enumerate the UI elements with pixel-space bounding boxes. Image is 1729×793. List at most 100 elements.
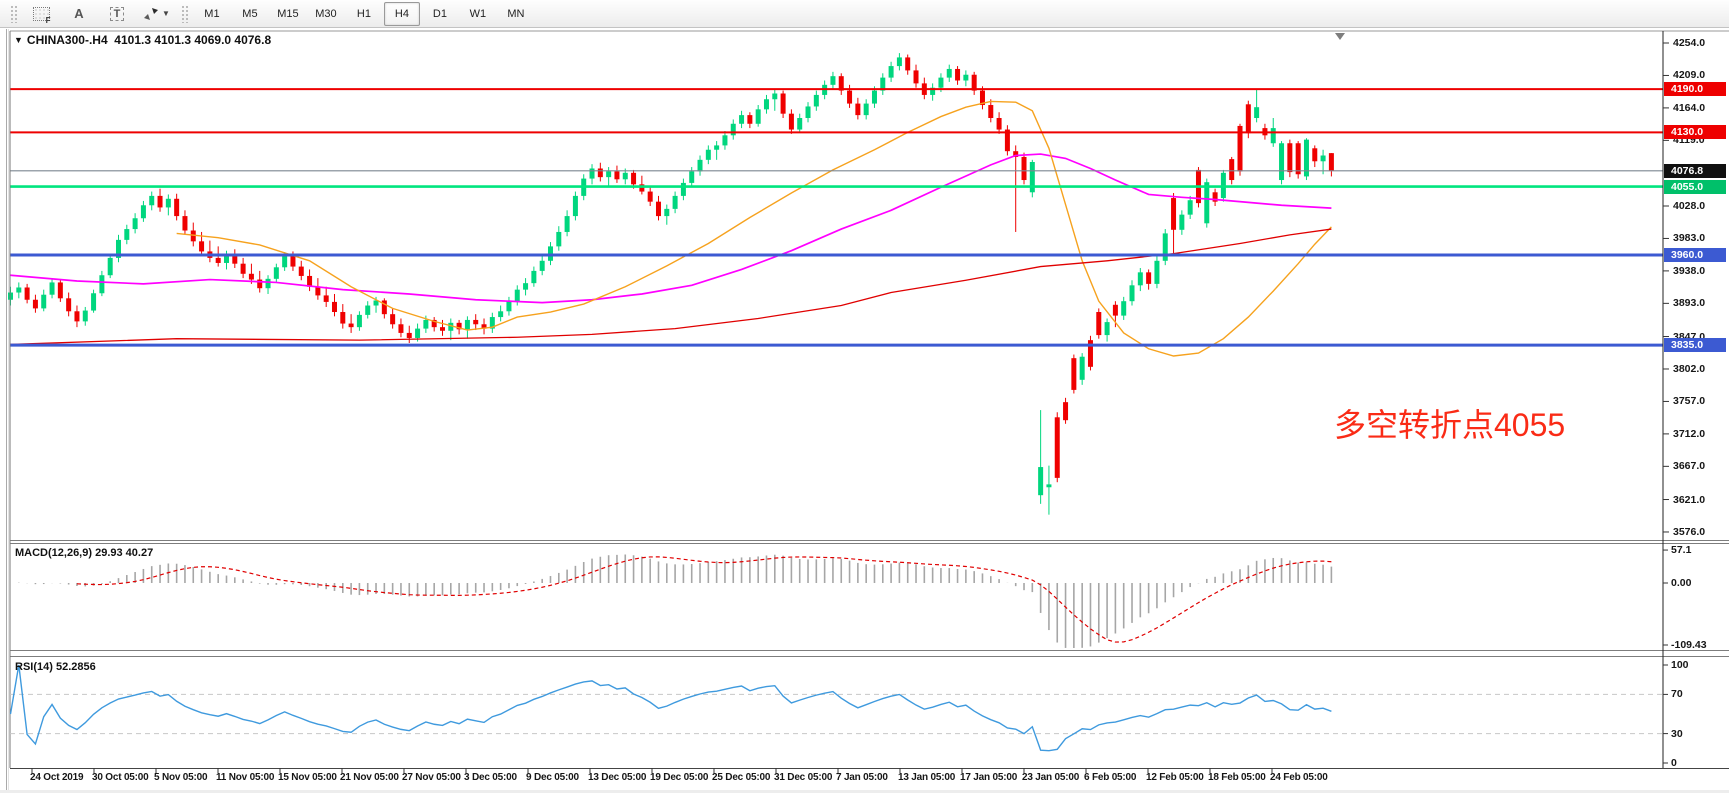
candle-body	[406, 332, 412, 338]
time-axis-label[interactable]: 30 Oct 05:00	[92, 772, 149, 783]
candle-body	[115, 239, 121, 258]
candle-body	[165, 198, 171, 208]
price-badge: 4190.0	[1664, 82, 1726, 97]
candle-body	[938, 77, 944, 88]
candle-body	[689, 171, 695, 183]
candle-body	[290, 256, 296, 267]
timeframe-button-m30[interactable]: M30	[315, 7, 337, 20]
candle-body	[963, 74, 969, 81]
candle-body	[930, 87, 936, 95]
time-axis-label[interactable]: 21 Nov 05:00	[340, 772, 399, 783]
timeframe-button-h4[interactable]: H4	[383, 1, 420, 26]
arrow-tools-button[interactable]: ▼	[137, 2, 176, 26]
price-tick-label: 4028.0	[1673, 199, 1706, 212]
rsi-line	[9, 664, 1332, 752]
candle-body	[680, 182, 686, 196]
arrow-tools-icon	[144, 7, 158, 20]
macd-signal-line	[76, 556, 1332, 643]
candle-body	[307, 275, 313, 287]
candle-body	[813, 94, 819, 107]
time-axis-label[interactable]: 31 Dec 05:00	[774, 772, 833, 783]
candle-body	[223, 255, 229, 263]
time-axis-label[interactable]: 7 Jan 05:00	[836, 772, 888, 783]
rsi-tick-label: 30	[1671, 727, 1683, 740]
fibonacci-grid-button[interactable]: F	[23, 2, 59, 26]
candle-body	[323, 295, 329, 302]
symbol-dropdown-icon[interactable]: ▼	[14, 35, 23, 45]
candle-body	[722, 135, 728, 146]
candle-body	[847, 90, 853, 104]
candle-body	[1295, 143, 1301, 175]
timeframe-button-m5[interactable]: M5	[242, 7, 258, 20]
time-axis-label[interactable]: 18 Feb 05:00	[1208, 772, 1266, 783]
candle-body	[1046, 484, 1052, 488]
time-axis-label[interactable]: 27 Nov 05:00	[402, 772, 461, 783]
price-tick-label: 3621.0	[1673, 493, 1706, 506]
candle-body	[913, 70, 919, 84]
candle-body	[1029, 161, 1035, 193]
time-axis-label[interactable]: 11 Nov 05:00	[216, 772, 275, 783]
price-badge: 4055.0	[1664, 179, 1726, 194]
timeframe-button-m15[interactable]: M15	[277, 7, 299, 20]
candle-body	[431, 319, 437, 328]
moving-average-magenta	[10, 153, 1332, 304]
candle-body	[16, 287, 22, 293]
chart-annotation-text: 多空转折点4055	[1334, 407, 1566, 443]
time-axis-label[interactable]: 25 Dec 05:00	[712, 772, 771, 783]
time-axis-label[interactable]: 5 Nov 05:00	[154, 772, 208, 783]
candle-body	[232, 255, 238, 264]
toolbar-drag-handle[interactable]	[180, 4, 189, 23]
text-icon: A	[74, 6, 84, 21]
candle-body	[888, 66, 894, 78]
candle-body	[955, 68, 961, 81]
candle-body	[797, 118, 803, 130]
time-axis-label[interactable]: 17 Jan 05:00	[960, 772, 1018, 783]
candle-body	[32, 299, 38, 309]
candle-body	[971, 74, 977, 91]
time-axis-label[interactable]: 13 Dec 05:00	[588, 772, 647, 783]
candle-body	[240, 263, 246, 274]
candle-body	[298, 266, 304, 276]
time-axis-label[interactable]: 23 Jan 05:00	[1022, 772, 1080, 783]
top-toolbar: F A T ▼ M1 M5 M15 M30 H1 H4 D1 W1 MN	[0, 0, 1729, 28]
time-axis-label[interactable]: 15 Nov 05:00	[278, 772, 337, 783]
candle-body	[124, 229, 130, 240]
fibonacci-grid-icon: F	[32, 6, 51, 25]
rsi-tick-label: 70	[1671, 688, 1683, 701]
candle-body	[747, 115, 753, 124]
timeframe-button-mn[interactable]: MN	[507, 7, 525, 20]
price-tick-label: 3712.0	[1673, 427, 1706, 440]
candle-body	[1187, 200, 1193, 215]
candle-body	[82, 310, 88, 322]
chart-shift-icon[interactable]	[1335, 33, 1345, 40]
time-axis-label[interactable]: 9 Dec 05:00	[526, 772, 579, 783]
time-axis-label[interactable]: 24 Feb 05:00	[1270, 772, 1328, 783]
timeframe-button-h1[interactable]: H1	[356, 7, 371, 20]
timeframe-button-d1[interactable]: D1	[432, 7, 447, 20]
timeframe-button-m1[interactable]: M1	[204, 7, 220, 20]
candle-body	[398, 324, 404, 333]
candle-body	[423, 319, 429, 329]
time-axis-label[interactable]: 6 Feb 05:00	[1084, 772, 1137, 783]
toolbar-drag-handle[interactable]	[10, 4, 18, 23]
candle-body	[979, 90, 985, 106]
candle-body	[664, 208, 670, 217]
time-axis-label[interactable]: 13 Jan 05:00	[898, 772, 956, 783]
candle-body	[614, 171, 620, 180]
time-axis-label[interactable]: 24 Oct 2019	[30, 772, 84, 783]
price-tick-label: 3576.0	[1673, 525, 1706, 538]
chevron-down-icon[interactable]: ▼	[162, 9, 170, 18]
candle-body	[1171, 198, 1177, 230]
price-tick-label: 4209.0	[1673, 69, 1706, 82]
price-badge: 4076.8	[1664, 163, 1726, 178]
candle-body	[315, 286, 321, 296]
candle-body	[1137, 272, 1143, 286]
text-label-button[interactable]: T	[99, 2, 135, 26]
candle-body	[1204, 182, 1210, 224]
time-axis-label[interactable]: 19 Dec 05:00	[650, 772, 709, 783]
text-tool-button[interactable]: A	[61, 2, 97, 26]
timeframe-button-w1[interactable]: W1	[469, 7, 487, 20]
time-axis-label[interactable]: 12 Feb 05:00	[1146, 772, 1204, 783]
time-axis-label[interactable]: 3 Dec 05:00	[464, 772, 517, 783]
